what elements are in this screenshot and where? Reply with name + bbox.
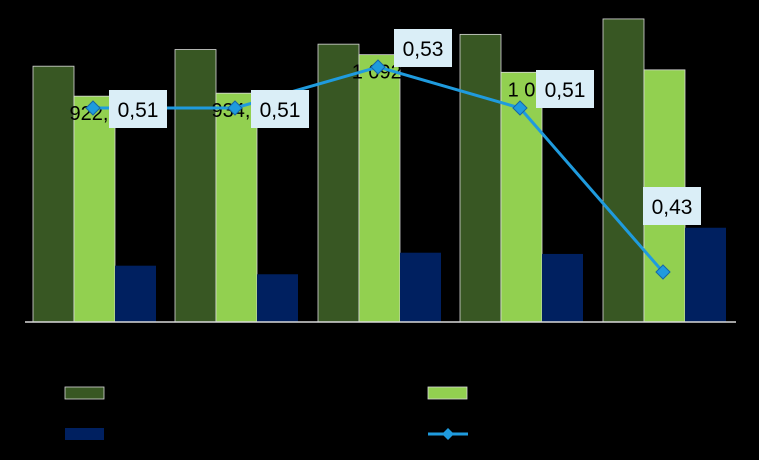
bar-s2-2 [215, 92, 258, 323]
ratio-label-box-1 [109, 90, 167, 128]
bar-label-s3-2: 2 [272, 242, 283, 264]
ratio-marker-5 [655, 264, 671, 280]
legend-swatch-2 [427, 386, 468, 400]
bar-label-s3-4: 3 [557, 222, 568, 244]
bar-s3-4 [542, 253, 583, 322]
bar-s1-3 [317, 43, 360, 323]
bar-label-s2-4: 1 0 [508, 79, 536, 101]
bar-s2-3 [358, 54, 401, 323]
ratio-label-3: 0,53 [403, 38, 444, 61]
ratio-label-box-4 [536, 70, 594, 108]
bar-s1-5 [602, 18, 645, 323]
bar-label-s3-1: 2 [130, 234, 141, 256]
ratio-label-5: 0,43 [652, 196, 693, 219]
bar-s3-3 [400, 252, 441, 322]
legend-swatch-1 [64, 386, 105, 400]
bar-s1-2 [174, 49, 217, 323]
bar-s3-5 [685, 227, 726, 322]
bar-s2-1 [73, 95, 116, 323]
ratio-marker-1 [85, 100, 101, 116]
ratio-marker-4 [512, 100, 528, 116]
legend-swatch-3 [65, 428, 104, 440]
bar-s3-1 [115, 265, 156, 322]
ratio-label-box-5 [643, 187, 701, 225]
bar-s1-4 [459, 33, 502, 323]
ratio-label-box-3 [394, 29, 452, 67]
ratio-marker-2 [227, 100, 243, 116]
bar-label-s3-5: 4 [700, 196, 711, 218]
legend-marker-4 [442, 428, 454, 440]
bar-label-s3-3: 3 [415, 221, 426, 243]
ratio-label-2: 0,51 [260, 99, 301, 122]
bar-s3-2 [257, 274, 298, 322]
ratio-label-4: 0,51 [545, 79, 586, 102]
bar-s1-1 [32, 65, 75, 323]
ratio-marker-3 [370, 59, 386, 75]
ratio-label-1: 0,51 [118, 99, 159, 122]
ratio-label-box-2 [251, 90, 309, 128]
